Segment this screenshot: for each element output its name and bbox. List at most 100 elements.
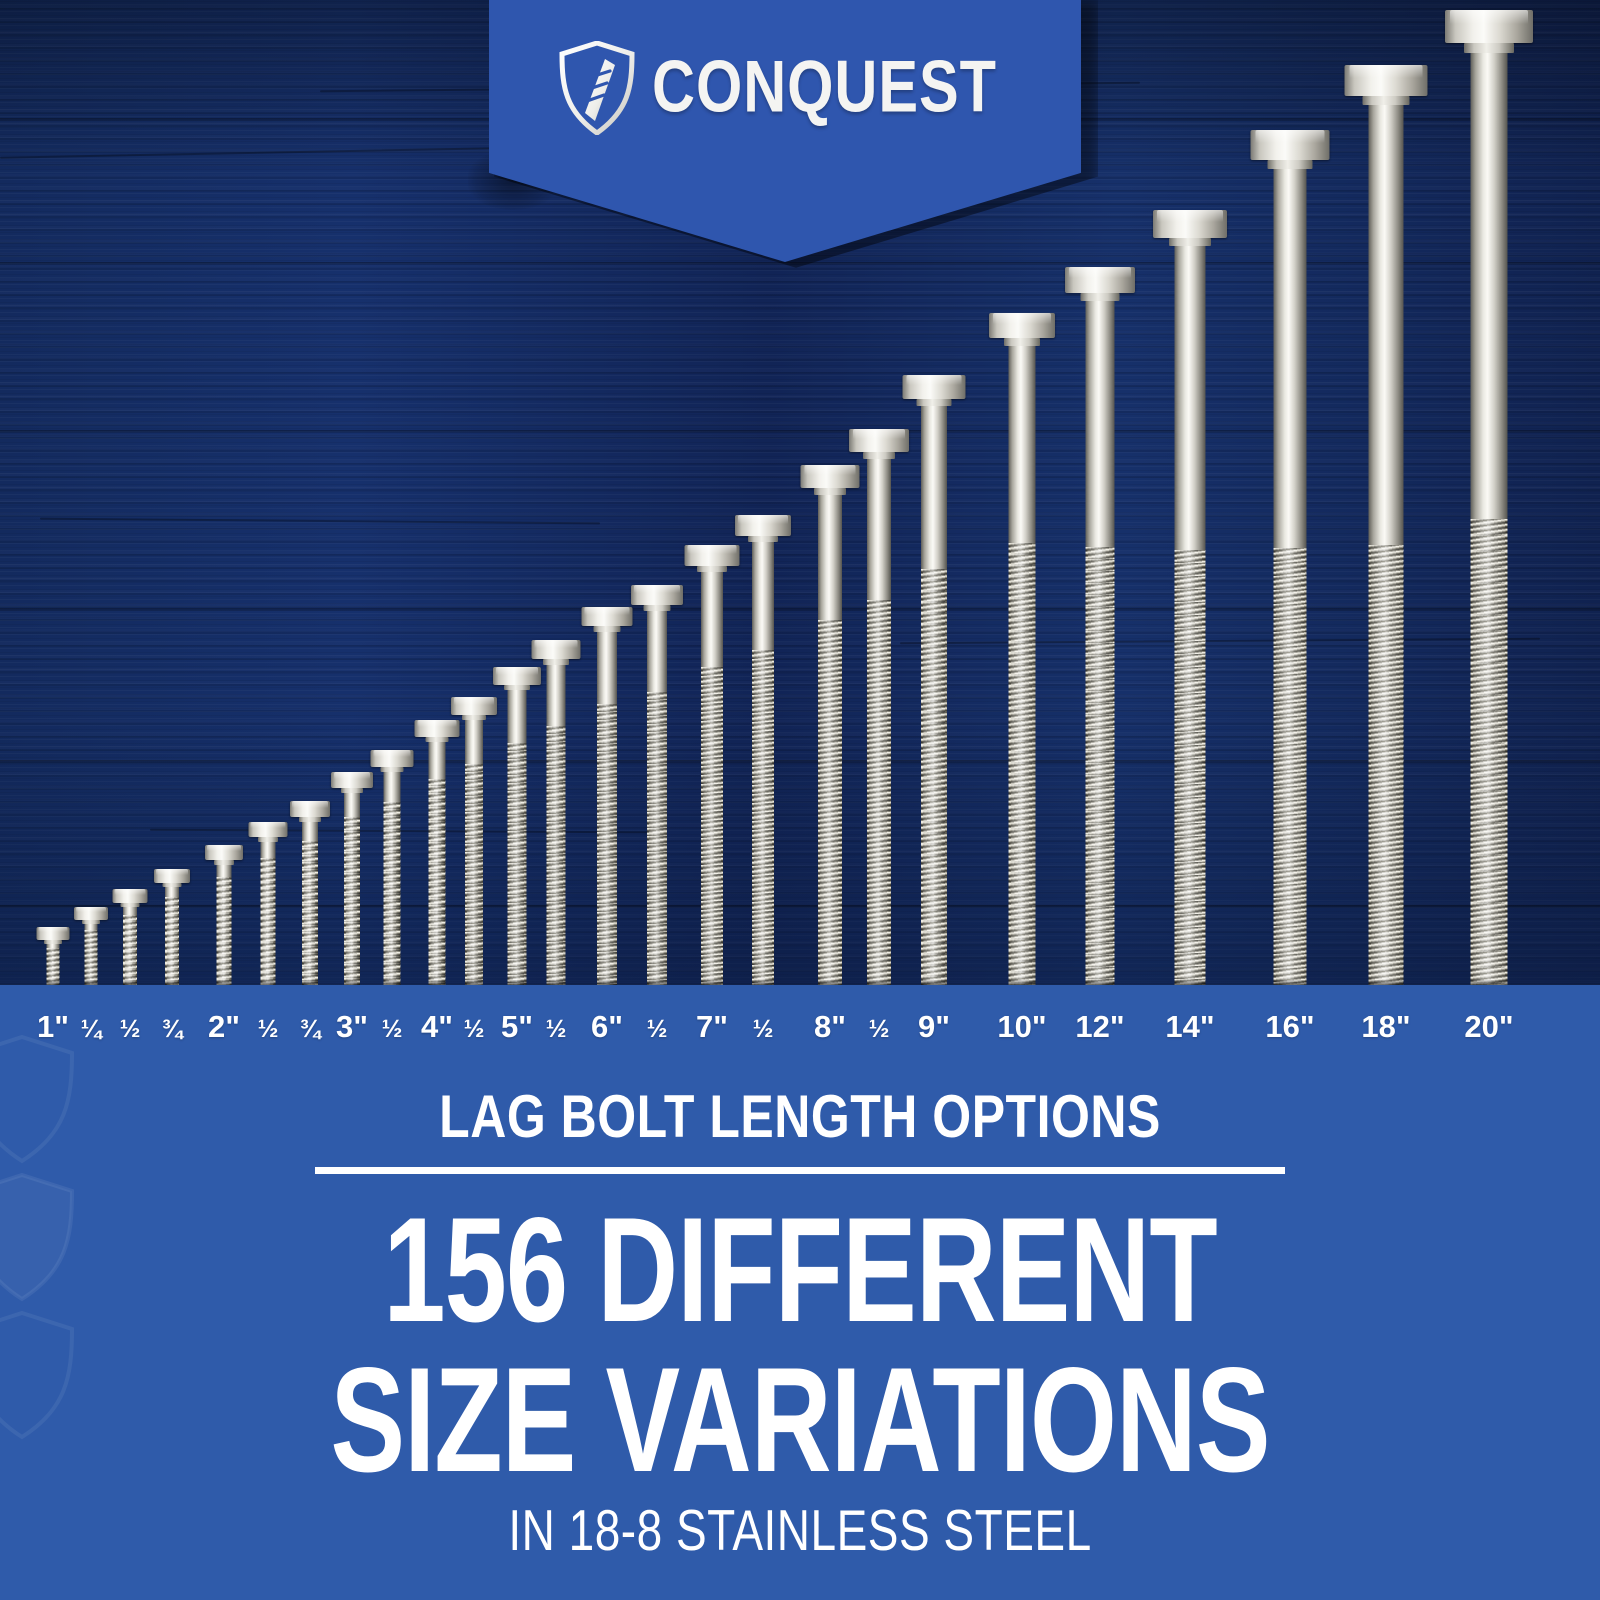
bolt-column	[112, 889, 148, 985]
bolt-collar	[425, 737, 449, 742]
bolt-smooth-shank	[752, 542, 774, 650]
bolt-column	[205, 845, 243, 985]
bolt-column	[1065, 267, 1135, 985]
bolt-smooth-shank	[597, 632, 617, 704]
bolt-threaded-shank	[867, 600, 891, 985]
bolt-smooth-shank	[216, 865, 232, 877]
size-label: ¾	[161, 1015, 183, 1043]
bolt-collar	[120, 903, 140, 907]
bolt-column	[1153, 210, 1227, 985]
bolt-threaded-shank	[1273, 548, 1307, 985]
bolt-threaded-shank	[46, 948, 60, 985]
bolt-hex-head	[531, 640, 581, 659]
bolt-collar	[593, 626, 621, 632]
bolt-hex-head	[735, 515, 791, 536]
size-label: 7"	[696, 1009, 728, 1044]
bolt-hex-head	[902, 375, 966, 399]
bolt-smooth-shank	[1174, 246, 1206, 550]
size-label: 16"	[1265, 1009, 1315, 1044]
watermark-shield-icon	[0, 1034, 75, 1164]
size-label-row: 1" ¼ ½ ¾ 2" ½ ¾ 3" ½ 4" ½ 5" ½ 6" ½ 7" ½ 8" ½ 9" 10" 12" 14" 16…	[0, 1000, 1600, 1042]
bolt-smooth-shank	[921, 406, 947, 569]
bolt-hex-head	[370, 750, 414, 767]
shield-screw-icon	[559, 40, 635, 135]
bolt-column	[1344, 65, 1428, 985]
bolt-hex-head	[205, 845, 243, 860]
size-label: 20"	[1464, 1009, 1514, 1044]
bolt-smooth-shank	[383, 772, 401, 802]
bolt-smooth-shank	[1273, 169, 1307, 548]
bolt-collar	[1267, 160, 1313, 169]
bolt-smooth-shank	[302, 822, 318, 841]
bolt-column	[581, 607, 633, 985]
bolt-collar	[341, 788, 363, 793]
bolt-smooth-shank	[344, 793, 360, 817]
bolt-column	[370, 750, 414, 985]
size-label: 14"	[1165, 1009, 1215, 1044]
bolt-threaded-shank	[465, 764, 483, 985]
bolt-threaded-shank	[84, 930, 98, 985]
size-label: 10"	[997, 1009, 1047, 1044]
bolt-collar	[814, 488, 846, 495]
bolt-threaded-shank	[344, 817, 360, 985]
bolt-column	[902, 375, 966, 985]
bolt-hex-head	[112, 889, 148, 903]
headline-line-1: 156 DIFFERENT	[383, 1186, 1217, 1353]
size-label: 6"	[591, 1009, 623, 1044]
bolt-column	[684, 545, 740, 985]
watermark-shield-icon	[0, 1172, 75, 1302]
size-label: 4"	[421, 1009, 453, 1044]
bolt-hex-head	[331, 772, 373, 788]
bolt-threaded-shank	[752, 650, 774, 985]
bolt-hex-head	[800, 465, 860, 488]
bolt-collar	[504, 685, 530, 690]
brand-logo: CONQUEST	[489, 0, 1081, 175]
bolt-hex-head	[581, 607, 633, 626]
bolt-threaded-shank	[1008, 543, 1036, 985]
size-label: ½	[119, 1015, 141, 1043]
bolt-column	[800, 465, 860, 985]
bolt-collar	[1362, 96, 1410, 105]
bolt-threaded-shank	[597, 704, 617, 985]
bolt-collar	[1080, 293, 1120, 301]
bolt-column	[36, 927, 70, 985]
bolt-smooth-shank	[1470, 53, 1508, 519]
size-label: 5"	[501, 1009, 533, 1044]
bolt-collar	[380, 767, 404, 772]
bolt-smooth-shank	[46, 944, 60, 948]
bolt-collar	[214, 860, 234, 865]
bolt-hex-head	[74, 907, 108, 920]
bolt-collar	[1464, 43, 1514, 53]
material-footnote: IN 18-8 STAINLESS STEEL	[508, 1497, 1092, 1563]
size-label: ¼	[80, 1015, 102, 1043]
bolt-smooth-shank	[465, 720, 483, 764]
size-label: ½	[868, 1015, 890, 1043]
bolt-hex-head	[1153, 210, 1227, 238]
bolt-hex-head	[414, 720, 460, 737]
bolt-column	[849, 429, 909, 985]
bolt-hex-head	[849, 429, 909, 452]
bolt-column	[154, 869, 190, 985]
bolt-smooth-shank	[507, 690, 527, 743]
size-label: ½	[545, 1015, 567, 1043]
bolt-collar	[44, 940, 62, 944]
bolt-smooth-shank	[818, 495, 842, 620]
bolt-threaded-shank	[216, 877, 232, 985]
subtitle: LAG BOLT LENGTH OPTIONS	[439, 1083, 1161, 1151]
bolt-smooth-shank	[123, 907, 137, 915]
bolt-hex-head	[1250, 130, 1330, 160]
bolt-column	[451, 697, 497, 985]
bolt-hex-head	[684, 545, 740, 566]
bolt-smooth-shank	[1008, 346, 1036, 543]
bolt-smooth-shank	[1085, 301, 1115, 547]
size-label: 9"	[918, 1009, 950, 1044]
bolt-hex-head	[248, 822, 288, 837]
bolt-column	[74, 907, 108, 985]
bolt-hex-head	[154, 869, 190, 883]
bolt-threaded-shank	[701, 667, 723, 985]
bolt-collar	[697, 566, 727, 572]
bolt-threaded-shank	[507, 743, 527, 985]
bolt-collar	[82, 920, 100, 924]
bolt-column	[248, 822, 288, 985]
bolt-collar	[543, 659, 569, 665]
